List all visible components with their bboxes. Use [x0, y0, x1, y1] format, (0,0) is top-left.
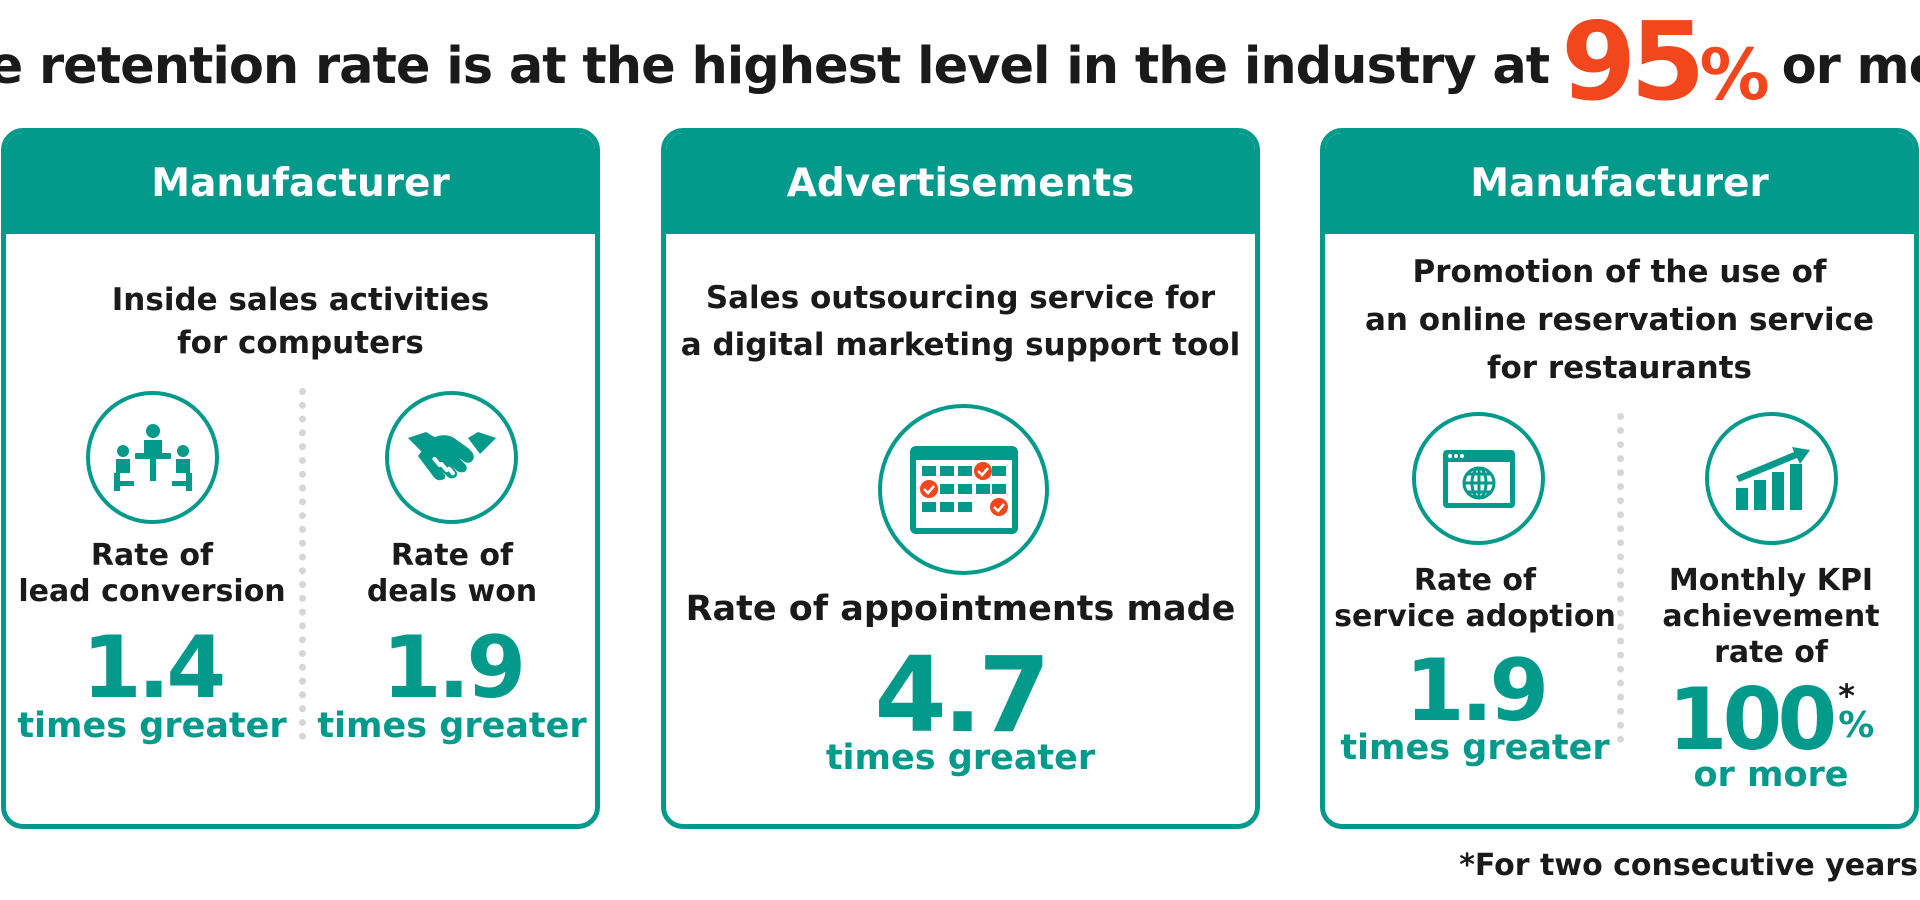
metric-value-deals-won: 1.9 — [381, 618, 526, 718]
headline-suffix: or more — [1781, 36, 1920, 96]
metric-value-lead-conversion: 1.4 — [81, 618, 226, 718]
case-card-manufacturer-computers: Manufacturer Inside sales activities for… — [1, 128, 600, 829]
metric-label-appointments: Rate of appointments made — [685, 589, 1236, 629]
divider — [1617, 413, 1624, 743]
metric-unit: times greater — [825, 738, 1096, 778]
metric-unit: times greater — [317, 706, 587, 746]
metric-label-deals-won: Rate of deals won — [366, 538, 538, 609]
case-card-manufacturer-restaurants: Manufacturer Promotion of the use of an … — [1320, 128, 1919, 829]
card-category: Manufacturer — [1325, 133, 1914, 234]
metric-label-lead-conversion: Rate of lead conversion — [18, 538, 286, 609]
asterisk-marker: * — [1838, 677, 1855, 715]
metric-unit: or more — [1693, 755, 1849, 795]
calendar-check-icon — [878, 404, 1049, 575]
headline-value: 95% — [1561, 0, 1770, 125]
card-category: Advertisements — [666, 133, 1255, 234]
card-description: Sales outsourcing service for a digital … — [680, 280, 1241, 363]
divider — [299, 388, 306, 740]
card-category: Manufacturer — [6, 133, 595, 234]
metric-value-appointments: 4.7 — [874, 634, 1050, 756]
headline: The retention rate is at the highest lev… — [0, 0, 1920, 132]
meeting-icon — [86, 391, 219, 524]
card-description: Promotion of the use of an online reserv… — [1364, 254, 1875, 386]
metric-unit: times greater — [1340, 728, 1610, 768]
metric-label-service-adoption: Rate of service adoption — [1334, 563, 1616, 634]
footnote: *For two consecutive years — [1459, 848, 1918, 883]
percent-sign: % — [1838, 705, 1875, 746]
metric-value-service-adoption: 1.9 — [1404, 641, 1549, 741]
growth-chart-icon — [1705, 412, 1838, 545]
handshake-icon — [385, 391, 518, 524]
case-card-advertisements: Advertisements Sales outsourcing service… — [661, 128, 1260, 829]
web-browser-icon — [1412, 412, 1545, 545]
metric-unit: times greater — [17, 706, 287, 746]
card-description: Inside sales activities for computers — [111, 282, 490, 361]
metric-label-kpi-achievement: Monthly KPI achievement rate of — [1662, 563, 1880, 670]
headline-prefix: The retention rate is at the highest lev… — [0, 36, 1550, 96]
metric-value-kpi-achievement: 100 * % — [1667, 670, 1875, 770]
